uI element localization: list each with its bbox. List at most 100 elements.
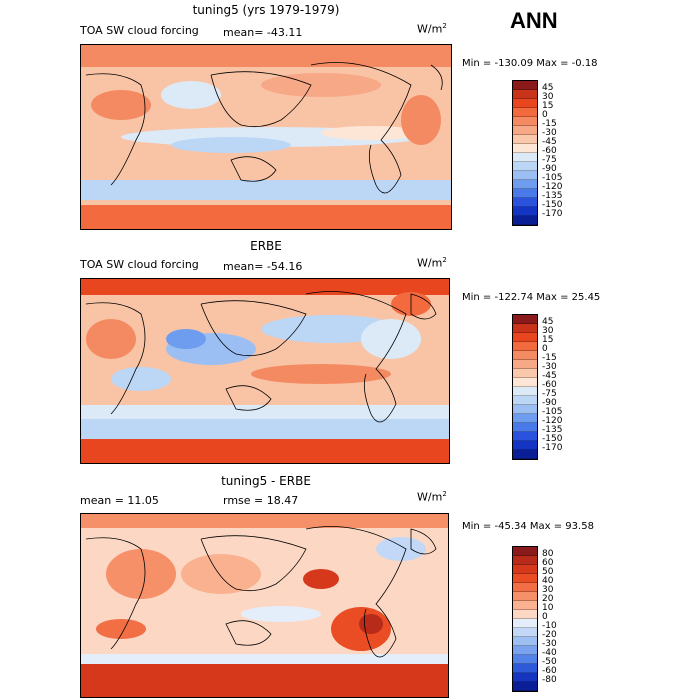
colorbar-swatch [513, 189, 537, 198]
panel2-minmax: Min = -122.74 Max = 25.45 [462, 292, 601, 303]
colorbar-swatch [513, 315, 537, 324]
colorbar-swatch [513, 574, 537, 583]
colorbar-swatch [513, 117, 537, 126]
colorbar-swatch [513, 450, 537, 459]
colorbar-swatch [513, 673, 537, 682]
colorbar-swatch [513, 144, 537, 153]
colorbar-tick-label: -105 [542, 407, 563, 417]
colorbar-tick-label: -90 [542, 398, 557, 408]
colorbar-swatch [513, 378, 537, 387]
colorbar-swatch [513, 207, 537, 216]
colorbar-tick-label: 30 [542, 585, 554, 595]
colorbar-tick-label: -75 [542, 155, 557, 165]
panel2-variable-label: TOA SW cloud forcing [80, 258, 199, 271]
colorbar-tick-label: 0 [542, 110, 548, 120]
colorbar-tick-label: -105 [542, 173, 563, 183]
panel2-map [80, 278, 450, 464]
colorbar-swatch [513, 637, 537, 646]
colorbar-tick-label: -135 [542, 425, 563, 435]
colorbar-swatch [513, 162, 537, 171]
colorbar-tick-label: 60 [542, 558, 554, 568]
colorbar-tick-label: 15 [542, 335, 554, 345]
colorbar-swatch [513, 351, 537, 360]
colorbar-tick-label: 50 [542, 567, 554, 577]
colorbar-tick-label: -30 [542, 128, 557, 138]
panel3-mean: mean = 11.05 [80, 494, 159, 507]
panel3-minmax: Min = -45.34 Max = 93.58 [462, 521, 594, 532]
colorbar-swatch [513, 153, 537, 162]
colorbar-tick-label: -45 [542, 137, 557, 147]
panel3-rmse: rmse = 18.47 [223, 494, 299, 507]
colorbar-swatch [513, 556, 537, 565]
panel1-colorbar [512, 80, 538, 226]
colorbar-tick-label: -150 [542, 434, 563, 444]
colorbar-swatch [513, 646, 537, 655]
colorbar-swatch [513, 198, 537, 207]
colorbar-swatch [513, 324, 537, 333]
colorbar-tick-label: -120 [542, 182, 563, 192]
colorbar-swatch [513, 432, 537, 441]
season-label: ANN [510, 8, 558, 33]
panel3-title: tuning5 - ERBE [221, 474, 311, 488]
colorbar-tick-label: -170 [542, 209, 563, 219]
colorbar-tick-label: -150 [542, 200, 563, 210]
colorbar-swatch [513, 342, 537, 351]
colorbar-swatch [513, 90, 537, 99]
colorbar-swatch [513, 216, 537, 225]
colorbar-tick-label: 80 [542, 549, 554, 559]
colorbar-swatch [513, 108, 537, 117]
colorbar-swatch [513, 565, 537, 574]
colorbar-swatch [513, 592, 537, 601]
colorbar-tick-label: 10 [542, 603, 554, 613]
colorbar-swatch [513, 655, 537, 664]
colorbar-swatch [513, 441, 537, 450]
panel1-units: W/m2 [417, 22, 447, 36]
colorbar-tick-label: -15 [542, 353, 557, 363]
colorbar-swatch [513, 99, 537, 108]
panel1-map [80, 44, 452, 230]
colorbar-tick-label: -30 [542, 639, 557, 649]
colorbar-swatch [513, 610, 537, 619]
colorbar-swatch [513, 81, 537, 90]
panel3-colorbar [512, 546, 538, 692]
panel2-mean: mean= -54.16 [223, 260, 303, 273]
colorbar-swatch [513, 180, 537, 189]
panel1-mean: mean= -43.11 [223, 26, 303, 39]
panel2-units: W/m2 [417, 256, 447, 270]
colorbar-tick-label: -50 [542, 657, 557, 667]
colorbar-tick-label: 30 [542, 92, 554, 102]
panel3-map [80, 513, 449, 698]
colorbar-swatch [513, 135, 537, 144]
colorbar-swatch [513, 369, 537, 378]
colorbar-tick-label: 20 [542, 594, 554, 604]
panel1-minmax: Min = -130.09 Max = -0.18 [462, 58, 598, 69]
colorbar-tick-label: -135 [542, 191, 563, 201]
colorbar-tick-label: -20 [542, 630, 557, 640]
colorbar-swatch [513, 405, 537, 414]
colorbar-tick-label: 0 [542, 612, 548, 622]
colorbar-tick-label: -120 [542, 416, 563, 426]
panel2-colorbar [512, 314, 538, 460]
colorbar-tick-label: 45 [542, 317, 554, 327]
colorbar-tick-label: 40 [542, 576, 554, 586]
colorbar-swatch [513, 682, 537, 691]
colorbar-swatch [513, 664, 537, 673]
colorbar-swatch [513, 423, 537, 432]
colorbar-tick-label: -40 [542, 648, 557, 658]
colorbar-tick-label: -80 [542, 675, 557, 685]
panel1-variable-label: TOA SW cloud forcing [80, 24, 199, 37]
colorbar-tick-label: -170 [542, 443, 563, 453]
colorbar-swatch [513, 414, 537, 423]
colorbar-tick-label: -60 [542, 146, 557, 156]
colorbar-swatch [513, 619, 537, 628]
colorbar-tick-label: -75 [542, 389, 557, 399]
colorbar-swatch [513, 126, 537, 135]
colorbar-tick-label: 15 [542, 101, 554, 111]
colorbar-tick-label: -30 [542, 362, 557, 372]
colorbar-tick-label: -60 [542, 380, 557, 390]
colorbar-swatch [513, 333, 537, 342]
colorbar-tick-label: 0 [542, 344, 548, 354]
panel2-title: ERBE [250, 239, 282, 253]
colorbar-swatch [513, 547, 537, 556]
colorbar-swatch [513, 628, 537, 637]
